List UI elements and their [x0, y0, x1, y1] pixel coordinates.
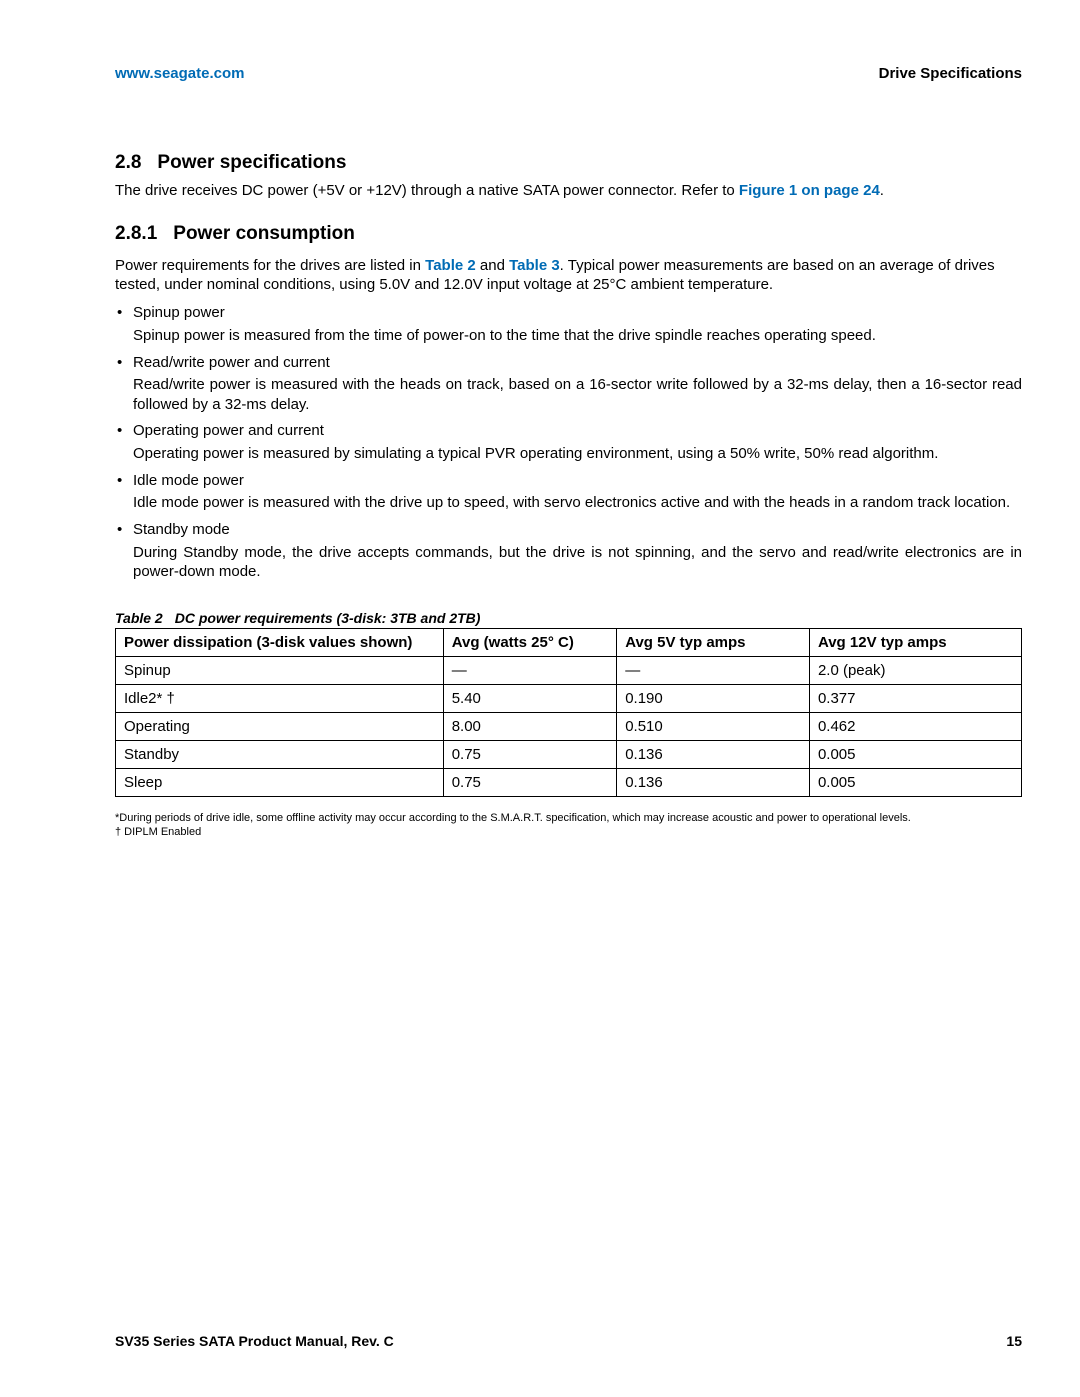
section-heading: 2.8 Power specifications — [115, 152, 1022, 174]
power-requirements-table: Power dissipation (3-disk values shown) … — [115, 628, 1022, 797]
table-cell: 0.005 — [809, 768, 1021, 796]
table-row: Sleep 0.75 0.136 0.005 — [116, 768, 1022, 796]
table-caption-text: DC power requirements (3-disk: 3TB and 2… — [175, 610, 481, 626]
table-cell: 0.136 — [617, 740, 810, 768]
page-footer: SV35 Series SATA Product Manual, Rev. C … — [115, 1333, 1022, 1349]
figure-1-link[interactable]: Figure 1 on page 24 — [739, 182, 880, 199]
footnotes: *During periods of drive idle, some offl… — [115, 811, 1022, 841]
bullet-icon: • — [115, 521, 133, 540]
table-cell: 0.005 — [809, 740, 1021, 768]
footnote-2: † DIPLM Enabled — [115, 825, 1022, 840]
table-cell: 8.00 — [443, 712, 616, 740]
subsection-intro-b: and — [476, 257, 509, 274]
table-3-link[interactable]: Table 3 — [509, 257, 560, 274]
definition-list: •Spinup power Spinup power is measured f… — [115, 304, 1022, 581]
header-url-link[interactable]: www.seagate.com — [115, 65, 245, 82]
bullet-icon: • — [115, 304, 133, 323]
bullet-desc: During Standby mode, the drive accepts c… — [133, 543, 1022, 582]
table-cell: Idle2* † — [116, 684, 444, 712]
footer-page-number: 15 — [1006, 1333, 1022, 1349]
table-cell: 0.75 — [443, 740, 616, 768]
table-cell: 0.136 — [617, 768, 810, 796]
section-intro-text-a: The drive receives DC power (+5V or +12V… — [115, 182, 739, 199]
bullet-desc: Spinup power is measured from the time o… — [133, 326, 1022, 346]
bullet-icon: • — [115, 422, 133, 441]
table-caption-lead: Table 2 — [115, 610, 163, 626]
subsection-title: Power consumption — [173, 223, 355, 244]
subsection-heading: 2.8.1 Power consumption — [115, 223, 1022, 245]
bullet-label: Read/write power and current — [133, 354, 330, 373]
table-col-header: Avg 5V typ amps — [617, 628, 810, 656]
subsection-number: 2.8.1 — [115, 223, 157, 244]
section-title: Power specifications — [157, 152, 346, 173]
table-cell: 0.462 — [809, 712, 1021, 740]
list-item: •Spinup power Spinup power is measured f… — [115, 304, 1022, 345]
table-cell: Standby — [116, 740, 444, 768]
list-item: •Operating power and current Operating p… — [115, 422, 1022, 463]
bullet-label: Spinup power — [133, 304, 225, 323]
bullet-icon: • — [115, 354, 133, 373]
table-caption: Table 2 DC power requirements (3-disk: 3T… — [115, 610, 1022, 626]
table-row: Standby 0.75 0.136 0.005 — [116, 740, 1022, 768]
table-cell: 0.190 — [617, 684, 810, 712]
table-col-header: Avg (watts 25° C) — [443, 628, 616, 656]
table-2-link[interactable]: Table 2 — [425, 257, 476, 274]
table-col-header: Avg 12V typ amps — [809, 628, 1021, 656]
table-cell: 0.510 — [617, 712, 810, 740]
table-cell: 0.377 — [809, 684, 1021, 712]
table-cell: 0.75 — [443, 768, 616, 796]
table-header-row: Power dissipation (3-disk values shown) … — [116, 628, 1022, 656]
table-cell: Operating — [116, 712, 444, 740]
section-intro: The drive receives DC power (+5V or +12V… — [115, 182, 1022, 201]
table-cell: Sleep — [116, 768, 444, 796]
table-cell: 2.0 (peak) — [809, 656, 1021, 684]
bullet-desc: Read/write power is measured with the he… — [133, 375, 1022, 414]
bullet-label: Operating power and current — [133, 422, 324, 441]
table-row: Spinup — — 2.0 (peak) — [116, 656, 1022, 684]
table-cell: — — [617, 656, 810, 684]
subsection-intro-a: Power requirements for the drives are li… — [115, 257, 425, 274]
table-col-header: Power dissipation (3-disk values shown) — [116, 628, 444, 656]
bullet-desc: Idle mode power is measured with the dri… — [133, 493, 1022, 513]
table-row: Operating 8.00 0.510 0.462 — [116, 712, 1022, 740]
section-intro-text-b: . — [880, 182, 884, 199]
header-section: Drive Specifications — [879, 65, 1022, 82]
bullet-icon: • — [115, 472, 133, 491]
table-row: Idle2* † 5.40 0.190 0.377 — [116, 684, 1022, 712]
section-number: 2.8 — [115, 152, 141, 173]
subsection-intro: Power requirements for the drives are li… — [115, 257, 1022, 295]
table-cell: Spinup — [116, 656, 444, 684]
bullet-desc: Operating power is measured by simulatin… — [133, 444, 1022, 464]
page-header: www.seagate.com Drive Specifications — [115, 65, 1022, 82]
bullet-label: Standby mode — [133, 521, 230, 540]
table-cell: 5.40 — [443, 684, 616, 712]
list-item: •Standby mode During Standby mode, the d… — [115, 521, 1022, 582]
footnote-1: *During periods of drive idle, some offl… — [115, 811, 1022, 826]
table-cell: — — [443, 656, 616, 684]
list-item: •Idle mode power Idle mode power is meas… — [115, 472, 1022, 513]
footer-doc-title: SV35 Series SATA Product Manual, Rev. C — [115, 1333, 394, 1349]
bullet-label: Idle mode power — [133, 472, 244, 491]
list-item: •Read/write power and current Read/write… — [115, 354, 1022, 415]
